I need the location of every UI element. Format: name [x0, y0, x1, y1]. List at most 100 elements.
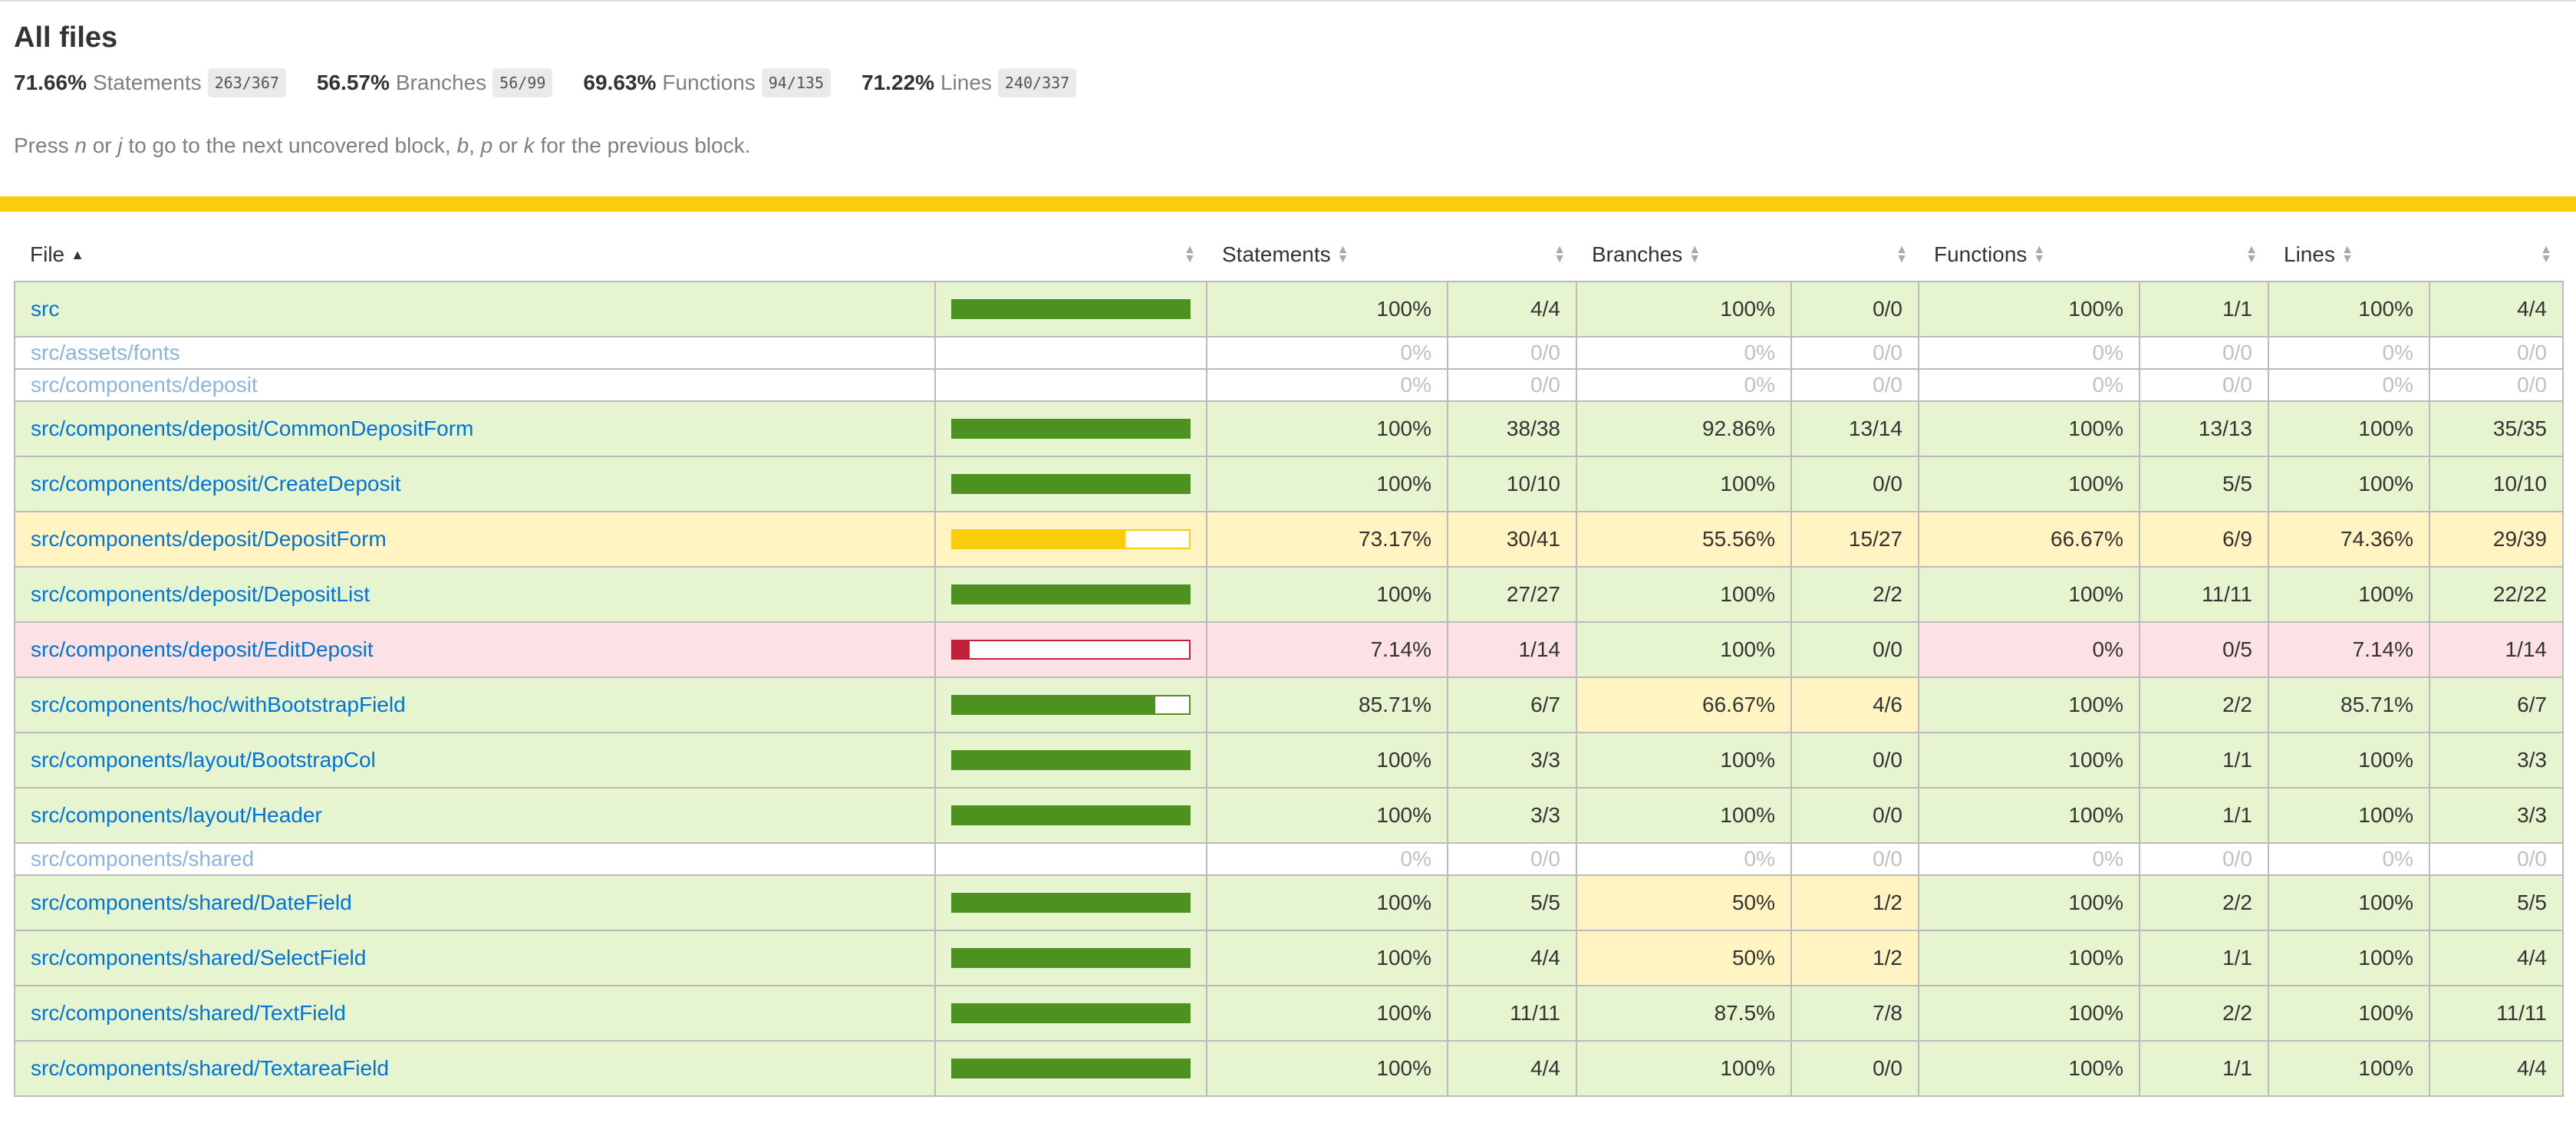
statements-fraction: 3/3: [1447, 732, 1577, 789]
functions-fraction: 11/11: [2139, 566, 2269, 623]
file-link[interactable]: src/components/deposit: [31, 373, 258, 397]
file-link[interactable]: src/components/layout/Header: [31, 803, 322, 827]
file-link[interactable]: src/components/shared/SelectField: [31, 946, 367, 970]
statements-pct: 73.17%: [1206, 511, 1448, 568]
table-row: src/components/deposit/CommonDepositForm…: [14, 400, 2564, 457]
coverage-bar: [951, 805, 1191, 825]
header-file-label: File: [30, 242, 65, 266]
file-cell: src/components/shared: [14, 842, 936, 876]
file-cell: src/components/deposit/CreateDeposit: [14, 456, 936, 512]
file-cell: src/components/shared/TextField: [14, 985, 936, 1042]
statements-pct: 100%: [1206, 281, 1448, 337]
summary-fraction: 56/99: [492, 68, 553, 97]
table-row: src/components/layout/Header 100% 3/3 100% 0…: [14, 787, 2564, 844]
summary-lines: 71.22% Lines 240/337: [861, 67, 1077, 98]
header-branches[interactable]: Branches ▲ ▼: [1576, 229, 1791, 282]
coverage-bar-fill: [953, 894, 1189, 911]
coverage-bar-fill: [953, 807, 1189, 824]
file-link[interactable]: src/components/hoc/withBootstrapField: [31, 693, 406, 716]
file-link[interactable]: src: [31, 297, 60, 321]
file-cell: src/components/shared/SelectField: [14, 930, 936, 986]
statements-pct: 100%: [1206, 566, 1448, 623]
coverage-bar-fill: [953, 1005, 1189, 1022]
lines-pct: 100%: [2268, 930, 2430, 986]
functions-pct: 100%: [1918, 1040, 2140, 1097]
functions-fraction: 2/2: [2139, 985, 2269, 1042]
header-statements-label: Statements: [1222, 242, 1331, 266]
header-lines[interactable]: Lines ▲ ▼: [2268, 229, 2429, 282]
file-link[interactable]: src/components/deposit/DepositList: [31, 582, 370, 606]
functions-fraction: 0/0: [2139, 336, 2269, 370]
sort-ascending-icon: ▲: [71, 246, 84, 262]
statements-fraction: 11/11: [1447, 985, 1577, 1042]
branches-fraction: 7/8: [1790, 985, 1919, 1042]
functions-pct: 100%: [1918, 400, 2140, 457]
summary-fraction: 263/367: [207, 68, 286, 97]
coverage-bar-fill: [953, 531, 1126, 548]
branches-pct: 50%: [1576, 874, 1792, 931]
coverage-bar-fill: [953, 696, 1155, 713]
functions-pct: 100%: [1918, 787, 2140, 844]
functions-fraction: 2/2: [2139, 874, 2269, 931]
hint-text: or: [86, 133, 118, 157]
file-link[interactable]: src/components/shared/TextField: [31, 1001, 346, 1025]
header-branches-raw[interactable]: ▲ ▼: [1791, 229, 1919, 282]
table-row: src/components/shared/DateField 100% 5/5 50…: [14, 874, 2564, 931]
statements-fraction: 4/4: [1447, 1040, 1577, 1097]
header-file[interactable]: File ▲: [15, 229, 935, 282]
header-branches-label: Branches: [1592, 242, 1683, 266]
table-row: src/components/deposit 0% 0/0 0% 0/0 0% 0/0 0% 0…: [14, 368, 2564, 402]
file-cell: src/components/layout/BootstrapCol: [14, 732, 936, 789]
coverage-bar-fill: [953, 301, 1189, 318]
coverage-bar-cell: [934, 281, 1207, 337]
hint-key: b: [456, 133, 469, 157]
branches-fraction: 0/0: [1790, 368, 1919, 402]
sort-icon: ▲ ▼: [1553, 243, 1566, 265]
coverage-bar-cell: [934, 621, 1207, 678]
functions-fraction: 1/1: [2139, 281, 2269, 337]
file-cell: src: [14, 281, 936, 337]
sort-icon: ▲ ▼: [2245, 243, 2258, 265]
summary-functions: 69.63% Functions 94/135: [583, 67, 832, 98]
file-cell: src/assets/fonts: [14, 336, 936, 370]
lines-fraction: 4/4: [2429, 1040, 2564, 1097]
file-link[interactable]: src/components/deposit/EditDeposit: [31, 637, 374, 661]
summary-label: Functions: [662, 71, 756, 94]
table-row: src/components/layout/BootstrapCol 100% 3/…: [14, 732, 2564, 789]
file-link[interactable]: src/components/shared/DateField: [31, 891, 352, 914]
header-lines-raw[interactable]: ▲ ▼: [2429, 229, 2563, 282]
file-cell: src/components/layout/Header: [14, 787, 936, 844]
coverage-bar-fill: [953, 752, 1189, 769]
branches-fraction: 1/2: [1790, 874, 1919, 931]
statements-pct: 100%: [1206, 456, 1448, 512]
file-link[interactable]: src/components/deposit/CommonDepositForm: [31, 416, 474, 440]
branches-fraction: 0/0: [1790, 281, 1919, 337]
header-statements[interactable]: Statements ▲ ▼: [1207, 229, 1448, 282]
lines-pct: 100%: [2268, 874, 2430, 931]
file-link[interactable]: src/components/deposit/CreateDeposit: [31, 472, 401, 496]
file-link[interactable]: src/components/shared: [31, 847, 255, 871]
lines-fraction: 0/0: [2429, 842, 2564, 876]
lines-pct: 100%: [2268, 456, 2430, 512]
file-link[interactable]: src/components/shared/TextareaField: [31, 1056, 389, 1080]
hint-text: Press: [14, 133, 75, 157]
header-functions[interactable]: Functions ▲ ▼: [1919, 229, 2140, 282]
page-title: All files: [14, 21, 118, 54]
header-bar[interactable]: ▲ ▼: [935, 229, 1207, 282]
branches-fraction: 0/0: [1790, 336, 1919, 370]
lines-pct: 0%: [2268, 368, 2430, 402]
table-row: src/components/shared/TextField 100% 11/11…: [14, 985, 2564, 1042]
sort-icon: ▲ ▼: [1336, 243, 1349, 265]
file-link[interactable]: src/components/layout/BootstrapCol: [31, 748, 376, 772]
coverage-bar: [951, 695, 1191, 715]
coverage-bar-cell: [934, 874, 1207, 931]
statements-fraction: 0/0: [1447, 336, 1577, 370]
file-link[interactable]: src/assets/fonts: [31, 341, 180, 364]
coverage-bar: [951, 640, 1191, 660]
header-statements-raw[interactable]: ▲ ▼: [1448, 229, 1576, 282]
statements-fraction: 38/38: [1447, 400, 1577, 457]
file-link[interactable]: src/components/deposit/DepositForm: [31, 527, 387, 551]
header-functions-raw[interactable]: ▲ ▼: [2140, 229, 2268, 282]
coverage-bar: [951, 750, 1191, 770]
functions-pct: 100%: [1918, 281, 2140, 337]
